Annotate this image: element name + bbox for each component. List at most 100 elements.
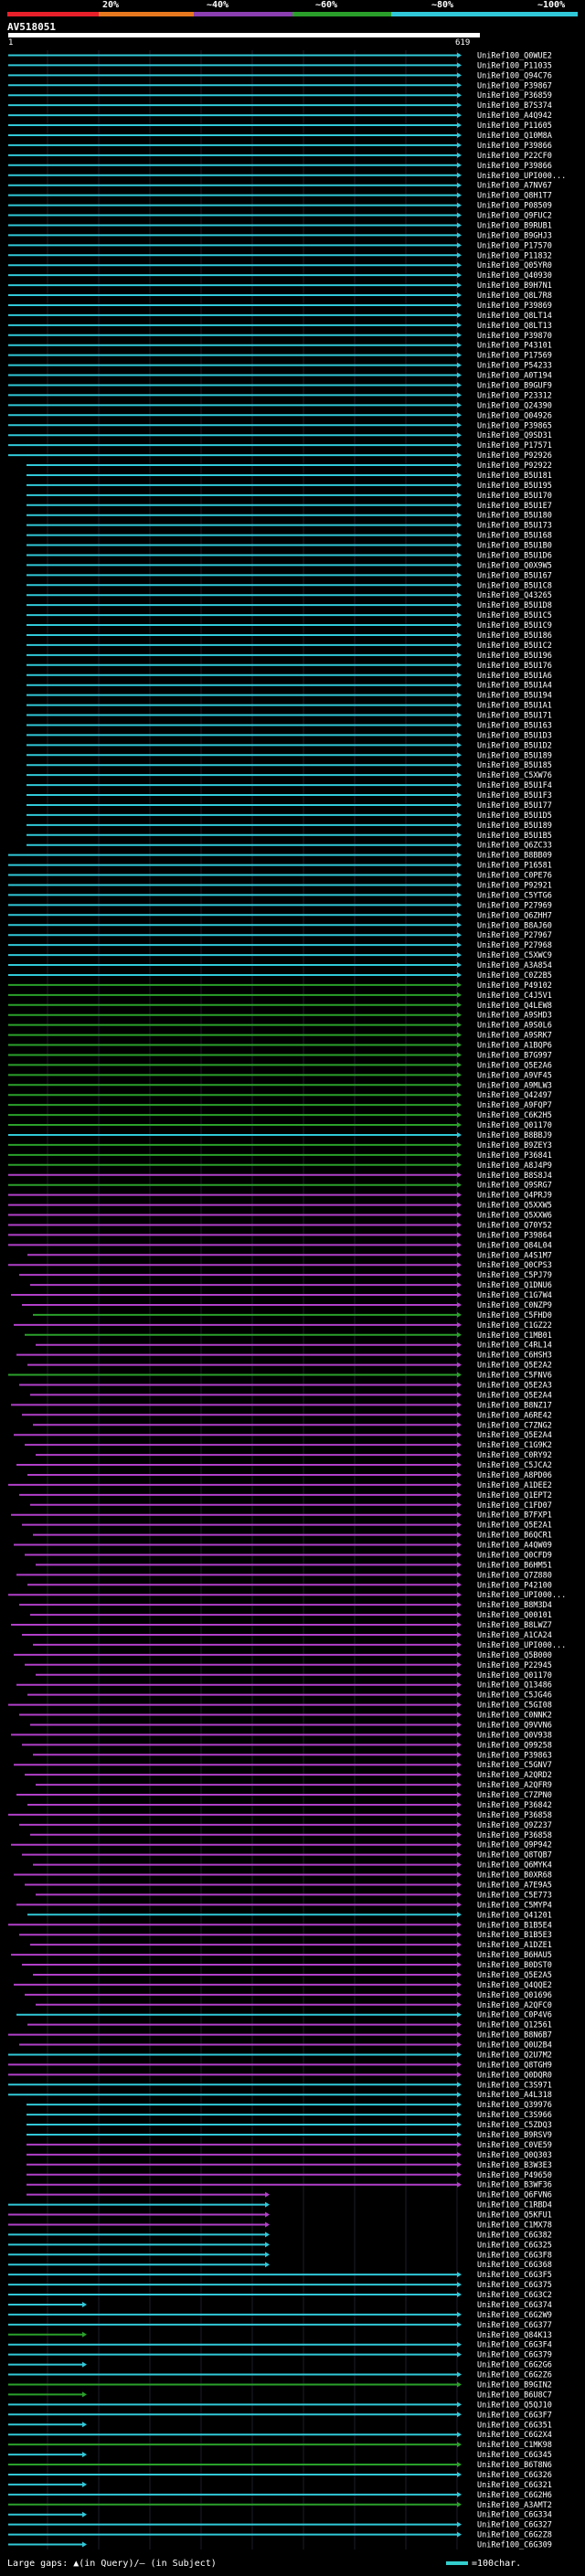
hit-label[interactable]: UniRef100_B5U1D6 <box>477 551 552 560</box>
hit-label[interactable]: UniRef100_P92926 <box>477 451 552 461</box>
hit-label[interactable]: UniRef100_A7NV67 <box>477 182 552 191</box>
hit-label[interactable]: UniRef100_P39866 <box>477 142 552 151</box>
hit-label[interactable]: UniRef100_B5U195 <box>477 482 552 491</box>
hit-label[interactable]: UniRef100_Q41201 <box>477 1911 552 1920</box>
hit-label[interactable]: UniRef100_B3W3E3 <box>477 2161 552 2170</box>
hit-label[interactable]: UniRef100_Q8H1T7 <box>477 192 552 201</box>
hit-label[interactable]: UniRef100_B6HAU5 <box>477 1951 552 1960</box>
hit-label[interactable]: UniRef100_B5U1B5 <box>477 832 552 841</box>
hit-label[interactable]: UniRef100_C6G321 <box>477 2481 552 2490</box>
hit-label[interactable]: UniRef100_C3S971 <box>477 2081 552 2090</box>
hit-label[interactable]: UniRef100_B0XR68 <box>477 1871 552 1881</box>
hit-label[interactable]: UniRef100_C1G9K2 <box>477 1441 552 1450</box>
hit-label[interactable]: UniRef100_C6G2X4 <box>477 2431 552 2440</box>
hit-label[interactable]: UniRef100_Q13486 <box>477 1681 552 1691</box>
hit-label[interactable]: UniRef100_P08509 <box>477 202 552 211</box>
hit-label[interactable]: UniRef100_Q5QJ10 <box>477 2401 552 2410</box>
hit-label[interactable]: UniRef100_Q5XXW6 <box>477 1212 552 1221</box>
hit-label[interactable]: UniRef100_B7FXP1 <box>477 1511 552 1521</box>
hit-label[interactable]: UniRef100_C0NNK2 <box>477 1712 552 1721</box>
hit-label[interactable]: UniRef100_C5XW76 <box>477 771 552 780</box>
hit-label[interactable]: UniRef100_P42100 <box>477 1581 552 1590</box>
hit-label[interactable]: UniRef100_B5U189 <box>477 751 552 760</box>
hit-label[interactable]: UniRef100_A1BQP6 <box>477 1042 552 1051</box>
hit-label[interactable]: UniRef100_B7S374 <box>477 101 552 111</box>
hit-label[interactable]: UniRef100_B9GUF9 <box>477 381 552 390</box>
hit-label[interactable]: UniRef100_C1MB01 <box>477 1331 552 1341</box>
hit-label[interactable]: UniRef100_Q5KFU1 <box>477 2211 552 2221</box>
hit-label[interactable]: UniRef100_B8NZ17 <box>477 1401 552 1410</box>
hit-label[interactable]: UniRef100_B9ZEY3 <box>477 1141 552 1150</box>
hit-label[interactable]: UniRef100_C5GI08 <box>477 1701 552 1711</box>
hit-label[interactable]: UniRef100_P22945 <box>477 1661 552 1670</box>
hit-label[interactable]: UniRef100_C6HSH3 <box>477 1352 552 1361</box>
hit-label[interactable]: UniRef100_B5U1D8 <box>477 601 552 610</box>
hit-label[interactable]: UniRef100_P39863 <box>477 1751 552 1760</box>
hit-label[interactable]: UniRef100_UPI000... <box>477 172 566 181</box>
hit-label[interactable]: UniRef100_Q9VVN6 <box>477 1721 552 1730</box>
hit-label[interactable]: UniRef100_C6K2H5 <box>477 1111 552 1120</box>
hit-label[interactable]: UniRef100_C6G3F5 <box>477 2271 552 2280</box>
hit-label[interactable]: UniRef100_A9SRK7 <box>477 1032 552 1041</box>
hit-label[interactable]: UniRef100_C1MK98 <box>477 2441 552 2450</box>
hit-label[interactable]: UniRef100_A6RE42 <box>477 1411 552 1420</box>
hit-label[interactable]: UniRef100_B5U1F3 <box>477 791 552 800</box>
hit-label[interactable]: UniRef100_Q2U7M2 <box>477 2051 552 2060</box>
hit-label[interactable]: UniRef100_B5U177 <box>477 801 552 811</box>
hit-label[interactable]: UniRef100_P36842 <box>477 1801 552 1810</box>
hit-label[interactable]: UniRef100_P23312 <box>477 391 552 400</box>
hit-label[interactable]: UniRef100_C5XWC9 <box>477 951 552 960</box>
hit-label[interactable]: UniRef100_Q5XXW5 <box>477 1202 552 1211</box>
hit-label[interactable]: UniRef100_C6G3F8 <box>477 2251 552 2260</box>
hit-label[interactable]: UniRef100_B5U173 <box>477 522 552 531</box>
hit-label[interactable]: UniRef100_Q40930 <box>477 271 552 281</box>
hit-label[interactable]: UniRef100_B5U1B0 <box>477 542 552 551</box>
hit-label[interactable]: UniRef100_A4QW09 <box>477 1542 552 1551</box>
hit-label[interactable]: UniRef100_Q99258 <box>477 1741 552 1750</box>
hit-label[interactable]: UniRef100_Q4PRJ9 <box>477 1192 552 1201</box>
hit-label[interactable]: UniRef100_Q01170 <box>477 1671 552 1680</box>
hit-label[interactable]: UniRef100_B5U181 <box>477 472 552 481</box>
hit-label[interactable]: UniRef100_A1DZE1 <box>477 1941 552 1950</box>
hit-label[interactable]: UniRef100_B5U185 <box>477 761 552 770</box>
hit-label[interactable]: UniRef100_P49650 <box>477 2171 552 2180</box>
hit-label[interactable]: UniRef100_C6G309 <box>477 2541 552 2550</box>
hit-label[interactable]: UniRef100_C4J5V1 <box>477 991 552 1001</box>
hit-label[interactable]: UniRef100_C7ZPN0 <box>477 1791 552 1800</box>
hit-label[interactable]: UniRef100_C1MX78 <box>477 2221 552 2230</box>
hit-label[interactable]: UniRef100_A2QFR9 <box>477 1781 552 1790</box>
hit-label[interactable]: UniRef100_B9RUB1 <box>477 221 552 230</box>
hit-label[interactable]: UniRef100_B5U1A6 <box>477 672 552 681</box>
hit-label[interactable]: UniRef100_Q6FVN6 <box>477 2191 552 2200</box>
hit-label[interactable]: UniRef100_A9VF45 <box>477 1071 552 1080</box>
hit-label[interactable]: UniRef100_B6QCR1 <box>477 1532 552 1541</box>
hit-label[interactable]: UniRef100_A9S0L6 <box>477 1022 552 1031</box>
hit-label[interactable]: UniRef100_C6G2Z6 <box>477 2371 552 2380</box>
hit-label[interactable]: UniRef100_B6U8C7 <box>477 2390 552 2400</box>
hit-label[interactable]: UniRef100_Q4LEW8 <box>477 1002 552 1011</box>
hit-label[interactable]: UniRef100_Q8TGH9 <box>477 2061 552 2070</box>
hit-label[interactable]: UniRef100_B6HM51 <box>477 1561 552 1570</box>
hit-label[interactable]: UniRef100_Q8LT13 <box>477 322 552 331</box>
hit-label[interactable]: UniRef100_C5FNV6 <box>477 1372 552 1381</box>
hit-label[interactable]: UniRef100_A1DEE2 <box>477 1481 552 1490</box>
hit-label[interactable]: UniRef100_Q4QQE2 <box>477 1981 552 1990</box>
hit-label[interactable]: UniRef100_B0DST0 <box>477 1961 552 1970</box>
hit-label[interactable]: UniRef100_B5U1D5 <box>477 811 552 821</box>
hit-label[interactable]: UniRef100_Q70Y52 <box>477 1221 552 1230</box>
hit-label[interactable]: UniRef100_C4RL14 <box>477 1341 552 1351</box>
hit-label[interactable]: UniRef100_B5U170 <box>477 492 552 501</box>
hit-label[interactable]: UniRef100_B5U1C8 <box>477 581 552 590</box>
hit-label[interactable]: UniRef100_A8PD06 <box>477 1471 552 1480</box>
hit-label[interactable]: UniRef100_C5MYP4 <box>477 1901 552 1910</box>
hit-label[interactable]: UniRef100_C1RBD4 <box>477 2201 552 2210</box>
hit-label[interactable]: UniRef100_B5U1C9 <box>477 621 552 631</box>
hit-label[interactable]: UniRef100_A4L318 <box>477 2091 552 2100</box>
hit-label[interactable]: UniRef100_B5U168 <box>477 532 552 541</box>
hit-label[interactable]: UniRef100_B5U163 <box>477 721 552 730</box>
hit-label[interactable]: UniRef100_A9FQP7 <box>477 1101 552 1110</box>
hit-label[interactable]: UniRef100_Q84K13 <box>477 2331 552 2340</box>
hit-label[interactable]: UniRef100_P39864 <box>477 1231 552 1240</box>
hit-label[interactable]: UniRef100_Q24390 <box>477 401 552 410</box>
hit-label[interactable]: UniRef100_P17569 <box>477 352 552 361</box>
